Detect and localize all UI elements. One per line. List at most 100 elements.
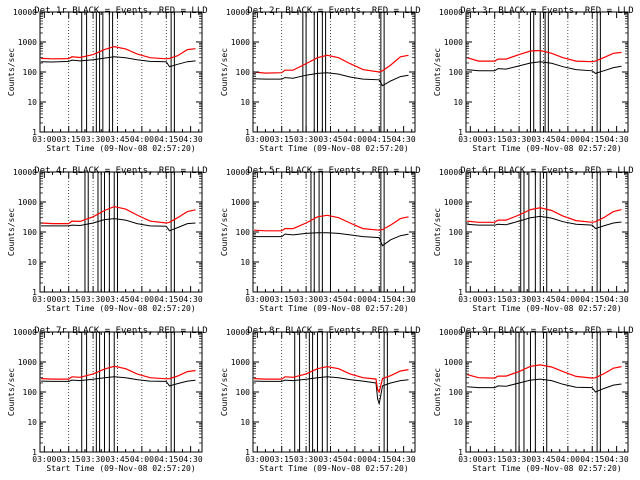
y-tick-label: 1000 [18, 358, 37, 367]
y-tick-label: 100 [449, 388, 464, 397]
y-axis-label: Counts/sec [433, 368, 442, 416]
x-tick-label: 04:15 [154, 135, 178, 144]
y-tick-label: 100 [449, 228, 464, 237]
x-tick-label: 04:00 [556, 295, 580, 304]
y-tick-label: 10000 [439, 8, 463, 17]
x-tick-label: 04:00 [343, 295, 367, 304]
x-axis-label: Start Time (09-Nov-08 02:57:20) [472, 144, 621, 153]
x-tick-label: 03:15 [57, 455, 81, 464]
x-tick-label: 04:30 [392, 455, 416, 464]
x-tick-label: 03:00 [458, 455, 482, 464]
x-axis-label: Start Time (09-Nov-08 02:57:20) [472, 464, 621, 473]
events-series-line [254, 376, 409, 405]
x-tick-label: 03:15 [270, 455, 294, 464]
y-axis-label: Counts/sec [7, 368, 16, 416]
lld-series-line [41, 205, 196, 225]
y-tick-label: 1000 [444, 198, 463, 207]
events-series-line [41, 376, 196, 387]
x-tick-label: 03:15 [57, 135, 81, 144]
x-tick-label: 04:30 [392, 135, 416, 144]
x-tick-label: 03:30 [81, 455, 105, 464]
y-tick-label: 100 [23, 228, 38, 237]
y-tick-label: 10000 [226, 328, 250, 337]
x-tick-label: 04:15 [367, 455, 391, 464]
x-tick-label: 03:30 [81, 135, 105, 144]
y-tick-label: 10000 [226, 168, 250, 177]
lld-series-line [41, 365, 196, 380]
x-tick-label: 04:00 [130, 295, 154, 304]
x-tick-label: 04:15 [154, 455, 178, 464]
x-tick-label: 04:00 [343, 135, 367, 144]
y-tick-label: 100 [236, 388, 251, 397]
detector-panel-7: 1 10 100 1000 10000 03:00 03:15 03:30 03:45 04:00… [7, 326, 208, 473]
plot-frame [252, 171, 416, 293]
x-tick-label: 04:30 [179, 455, 203, 464]
y-tick-label: 1 [245, 448, 250, 457]
y-tick-label: 10 [27, 98, 37, 107]
x-tick-label: 03:30 [294, 455, 318, 464]
x-axis-label: Start Time (09-Nov-08 02:57:20) [259, 144, 408, 153]
x-tick-label: 04:00 [556, 455, 580, 464]
y-tick-label: 1 [32, 128, 37, 137]
x-tick-label: 04:15 [367, 135, 391, 144]
detector-panel-4: 1 10 100 1000 10000 03:00 03:15 03:30 03:45 04:00… [7, 166, 208, 313]
x-tick-label: 04:00 [130, 455, 154, 464]
detector-panel-3: 1 10 100 1000 10000 03:00 03:15 03:30 03:45 04:00… [433, 6, 634, 153]
x-tick-label: 03:30 [81, 295, 105, 304]
y-tick-label: 1 [458, 288, 463, 297]
y-tick-label: 100 [236, 228, 251, 237]
y-tick-label: 100 [236, 68, 251, 77]
y-axis-label: Counts/sec [220, 48, 229, 96]
lld-series-line [466, 49, 622, 63]
x-tick-label: 03:00 [32, 455, 56, 464]
x-tick-label: 04:15 [580, 295, 604, 304]
panel-title: Det 3r BLACK = Events, RED = LLD [460, 6, 633, 16]
x-tick-label: 03:00 [458, 135, 482, 144]
x-tick-label: 03:15 [483, 135, 507, 144]
y-tick-label: 10 [453, 258, 463, 267]
detector-panel-1: 1 10 100 1000 10000 03:00 03:15 03:30 03:45 04:00… [7, 6, 208, 153]
x-tick-label: 03:00 [245, 135, 269, 144]
y-tick-label: 1000 [231, 358, 250, 367]
x-tick-label: 04:15 [580, 455, 604, 464]
x-axis-label: Start Time (09-Nov-08 02:57:20) [46, 304, 195, 313]
y-tick-label: 10000 [13, 328, 37, 337]
y-tick-label: 1 [245, 128, 250, 137]
y-tick-label: 1000 [444, 38, 463, 47]
x-tick-label: 03:00 [245, 455, 269, 464]
x-tick-label: 03:30 [507, 135, 531, 144]
y-tick-label: 10 [27, 258, 37, 267]
y-tick-label: 1 [458, 128, 463, 137]
y-tick-label: 100 [23, 388, 38, 397]
plot-frame [465, 11, 629, 133]
y-tick-label: 1 [32, 288, 37, 297]
y-tick-label: 10000 [13, 8, 37, 17]
panel-title: Det 1r BLACK = Events, RED = LLD [34, 6, 207, 16]
x-axis-label: Start Time (09-Nov-08 02:57:20) [472, 304, 621, 313]
y-tick-label: 10 [240, 258, 250, 267]
x-tick-label: 04:00 [556, 135, 580, 144]
lld-series-line [466, 364, 622, 379]
x-tick-label: 04:15 [580, 135, 604, 144]
y-tick-label: 1 [32, 448, 37, 457]
x-tick-label: 04:15 [154, 295, 178, 304]
x-axis-label: Start Time (09-Nov-08 02:57:20) [259, 464, 408, 473]
x-tick-label: 04:30 [605, 295, 629, 304]
x-tick-label: 03:45 [105, 135, 129, 144]
y-tick-label: 1000 [231, 198, 250, 207]
plot-frame [252, 11, 416, 133]
panel-title: Det 5r BLACK = Events, RED = LLD [247, 166, 420, 176]
panel-title: Det 2r BLACK = Events, RED = LLD [247, 6, 420, 16]
x-tick-label: 03:45 [531, 135, 555, 144]
lld-series-line [41, 45, 196, 60]
plot-frame [39, 11, 203, 133]
x-tick-label: 03:15 [483, 455, 507, 464]
panel-title: Det 7r BLACK = Events, RED = LLD [34, 326, 207, 336]
y-tick-label: 10 [453, 98, 463, 107]
x-tick-label: 03:45 [105, 455, 129, 464]
x-tick-label: 04:30 [605, 135, 629, 144]
panel-title: Det 8r BLACK = Events, RED = LLD [247, 326, 420, 336]
x-axis-label: Start Time (09-Nov-08 02:57:20) [46, 464, 195, 473]
lld-series-line [254, 365, 409, 394]
panel-title: Det 4r BLACK = Events, RED = LLD [34, 166, 207, 176]
